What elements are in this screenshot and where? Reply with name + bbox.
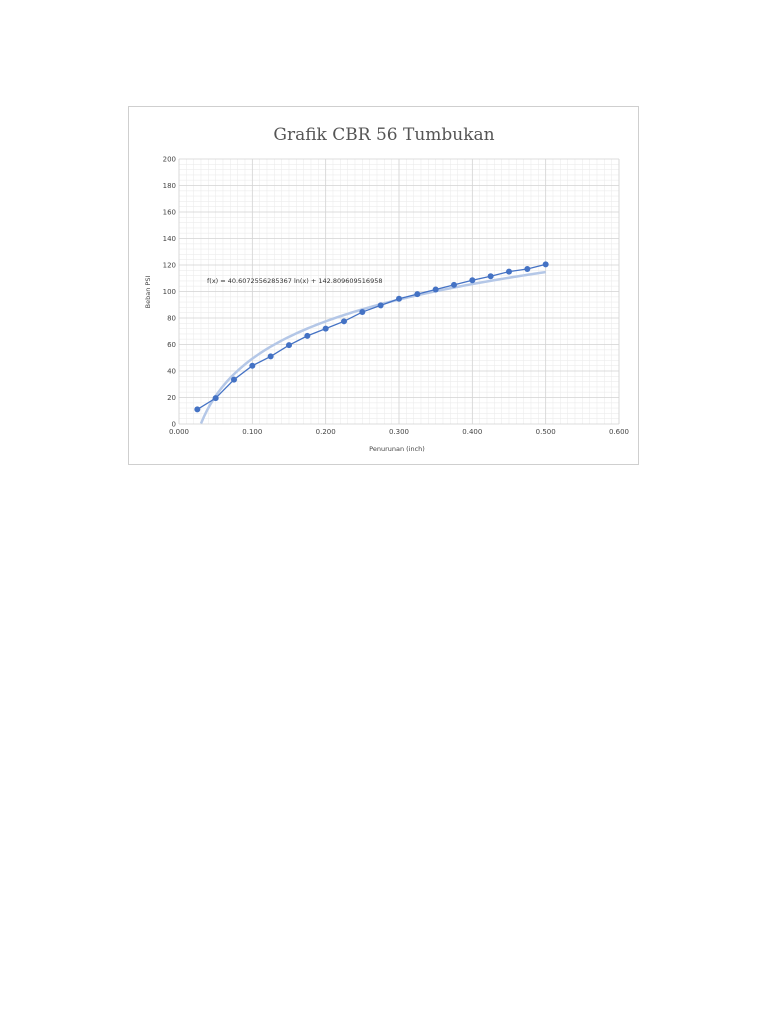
data-point	[377, 302, 384, 309]
y-tick-label: 100	[163, 288, 176, 296]
trendline-equation: f(x) = 40.6072556285367 ln(x) + 142.8096…	[207, 277, 382, 285]
data-point	[341, 318, 347, 325]
chart-svg: Grafik CBR 56 Tumbukan 0 20 40 60 80 100 120 14…	[144, 125, 629, 453]
data-point	[451, 281, 457, 288]
x-tick-label: 0.600	[609, 428, 629, 436]
data-point	[249, 362, 256, 369]
data-point	[414, 291, 421, 298]
data-point	[487, 273, 494, 280]
data-point	[212, 395, 219, 402]
x-tick-label: 0.300	[389, 428, 409, 436]
data-point	[359, 309, 366, 316]
series-line	[196, 263, 546, 410]
x-tick-label: 0.000	[169, 428, 189, 436]
x-tick-label: 0.500	[536, 428, 556, 436]
major-gridlines	[178, 158, 620, 425]
y-tick-label: 0	[172, 421, 176, 429]
chart-frame: Grafik CBR 56 Tumbukan 0 20 40 60 80 100 120 14…	[128, 106, 639, 465]
data-point	[194, 406, 201, 413]
series-points	[194, 261, 549, 413]
data-point	[506, 268, 512, 275]
data-point	[267, 353, 274, 360]
y-axis-ticks: 0 20 40 60 80 100 120 140 160 180 200	[163, 156, 176, 429]
data-point	[542, 261, 549, 268]
y-tick-label: 200	[163, 156, 176, 164]
chart-title: Grafik CBR 56 Tumbukan	[273, 125, 494, 145]
y-tick-label: 60	[167, 341, 176, 349]
x-tick-label: 0.400	[462, 428, 482, 436]
y-axis-label: Beban PSI	[144, 276, 152, 309]
data-point	[396, 295, 402, 302]
data-point	[231, 376, 237, 383]
y-tick-label: 120	[163, 262, 176, 270]
y-tick-label: 80	[167, 315, 176, 323]
data-point	[286, 342, 292, 349]
x-axis-label: Penurunan (inch)	[369, 445, 425, 453]
y-tick-label: 20	[167, 394, 176, 402]
x-axis-ticks: 0.000 0.100 0.200 0.300 0.400 0.500 0.600	[169, 428, 629, 436]
x-tick-label: 0.100	[242, 428, 262, 436]
trendline	[199, 270, 546, 424]
data-point	[304, 332, 311, 339]
y-tick-label: 140	[163, 235, 176, 243]
data-point	[524, 265, 531, 272]
y-tick-label: 40	[167, 368, 176, 376]
y-tick-label: 180	[163, 182, 176, 190]
data-point	[469, 277, 476, 284]
y-tick-label: 160	[163, 209, 176, 217]
data-point	[322, 325, 329, 332]
x-tick-label: 0.200	[316, 428, 336, 436]
data-point	[432, 286, 439, 293]
